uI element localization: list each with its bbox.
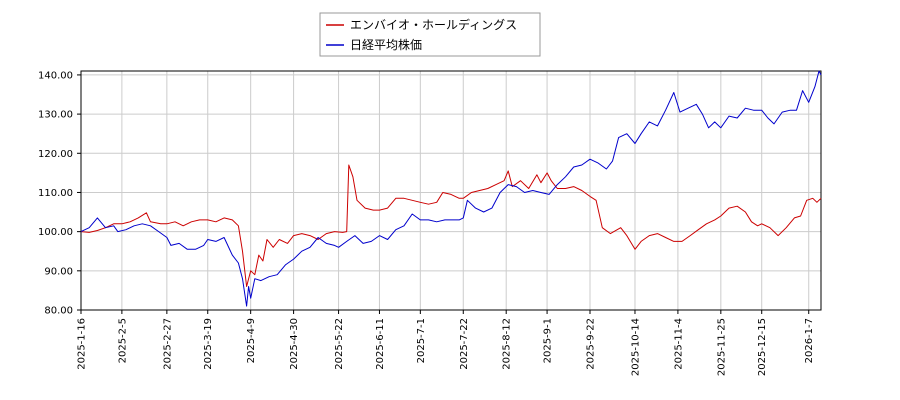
x-tick-label: 2025-11-4	[673, 318, 684, 370]
y-axis: 80.00 90.00 100.00 110.00 120.00 130.00 140.00	[38, 70, 81, 317]
y-tick-label: 90.00	[44, 266, 73, 277]
x-tick-label: 2025-1-16	[77, 318, 88, 370]
x-tick-label: 2025-4-30	[289, 318, 300, 370]
x-tick-label: 2026-1-7	[804, 318, 815, 363]
y-tick-label: 100.00	[38, 227, 73, 238]
x-tick-label: 2025-4-9	[246, 318, 257, 363]
legend: エンバイオ・ホールディングス 日経平均株価	[319, 12, 541, 57]
y-tick-label: 130.00	[38, 110, 73, 121]
x-tick-label: 2025-2-27	[162, 318, 173, 370]
x-tick-label: 2025-9-1	[543, 318, 554, 363]
x-tick-label: 2025-7-1	[416, 318, 427, 363]
x-axis: 2025-1-16 2025-2-5 2025-2-27 2025-3-19 2025-…	[77, 310, 815, 376]
legend-label-nikkei: 日経平均株価	[350, 37, 422, 52]
x-tick-label: 2025-9-22	[586, 318, 597, 370]
series-line-nikkei	[80, 70, 822, 307]
series-layer	[80, 70, 822, 307]
legend-label-enbio: エンバイオ・ホールディングス	[350, 17, 517, 32]
x-tick-label: 2025-3-19	[203, 318, 214, 370]
y-tick-label: 140.00	[38, 70, 73, 81]
x-tick-label: 2025-6-11	[375, 318, 386, 370]
x-tick-label: 2025-5-22	[334, 318, 345, 370]
x-tick-label: 2025-10-14	[630, 318, 641, 376]
plot-frame	[80, 70, 822, 311]
x-tick-label: 2025-12-15	[757, 318, 768, 376]
legend-box	[319, 12, 541, 57]
x-tick-label: 2025-11-25	[716, 318, 727, 376]
series-line-enbio	[80, 164, 822, 287]
x-tick-label: 2025-8-12	[502, 318, 513, 370]
y-tick-label: 120.00	[38, 149, 73, 160]
x-tick-label: 2025-7-22	[459, 318, 470, 370]
x-tick-label: 2025-2-5	[117, 318, 128, 363]
grid	[80, 71, 821, 311]
y-tick-label: 110.00	[38, 188, 73, 199]
y-tick-label: 80.00	[44, 306, 73, 317]
